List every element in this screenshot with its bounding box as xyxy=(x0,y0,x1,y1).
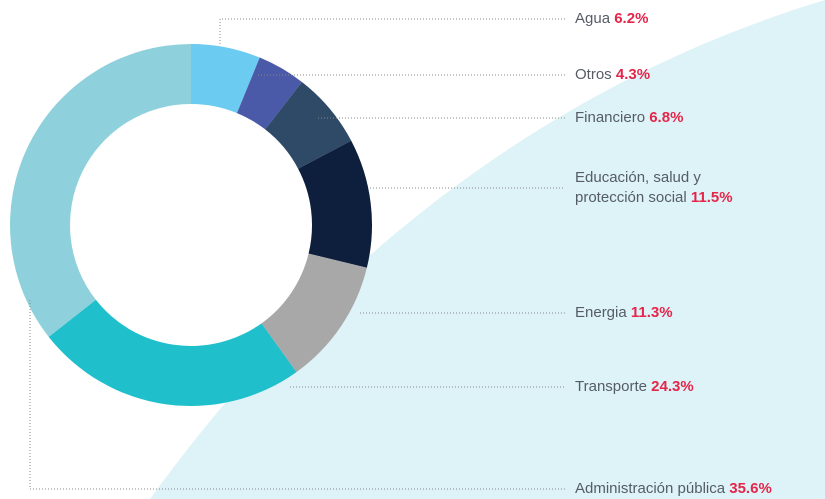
slice-label: Agua 6.2% xyxy=(575,9,825,29)
slice-label: Transporte 24.3% xyxy=(575,377,825,397)
background-curve xyxy=(150,0,825,499)
slice-label: Financiero 6.8% xyxy=(575,108,825,128)
value-label: 24.3% xyxy=(651,378,694,395)
donut-slice xyxy=(10,44,192,337)
category-name: Financiero xyxy=(575,109,646,126)
category-name: Educación, salud y protección social xyxy=(575,169,701,206)
value-label: 4.3% xyxy=(615,66,651,83)
donut-slice xyxy=(261,253,367,373)
category-name: Energia xyxy=(575,304,627,321)
value-label: 6.8% xyxy=(649,109,684,126)
slice-label: Energia 11.3% xyxy=(575,303,825,323)
value-label: 11.3% xyxy=(630,304,673,321)
category-name: Otros xyxy=(575,66,612,83)
donut-slice xyxy=(236,57,302,130)
donut-slice xyxy=(298,140,373,268)
value-label: 11.5% xyxy=(690,189,733,206)
value-label: 35.6% xyxy=(729,480,772,497)
leader-line xyxy=(29,300,565,490)
category-name: Administración pública xyxy=(575,480,726,497)
category-name: Transporte xyxy=(575,378,647,395)
donut-slice xyxy=(48,299,297,406)
slice-label: Educación, salud y protección social 11.… xyxy=(575,168,765,208)
leader-line xyxy=(219,18,565,44)
category-name: Agua xyxy=(575,10,611,27)
slice-label: Otros 4.3% xyxy=(575,65,825,85)
value-label: 6.2% xyxy=(614,10,649,27)
slice-label: Administración pública 35.6% xyxy=(575,479,825,499)
donut-slice xyxy=(191,44,260,114)
donut-slice xyxy=(265,81,352,169)
